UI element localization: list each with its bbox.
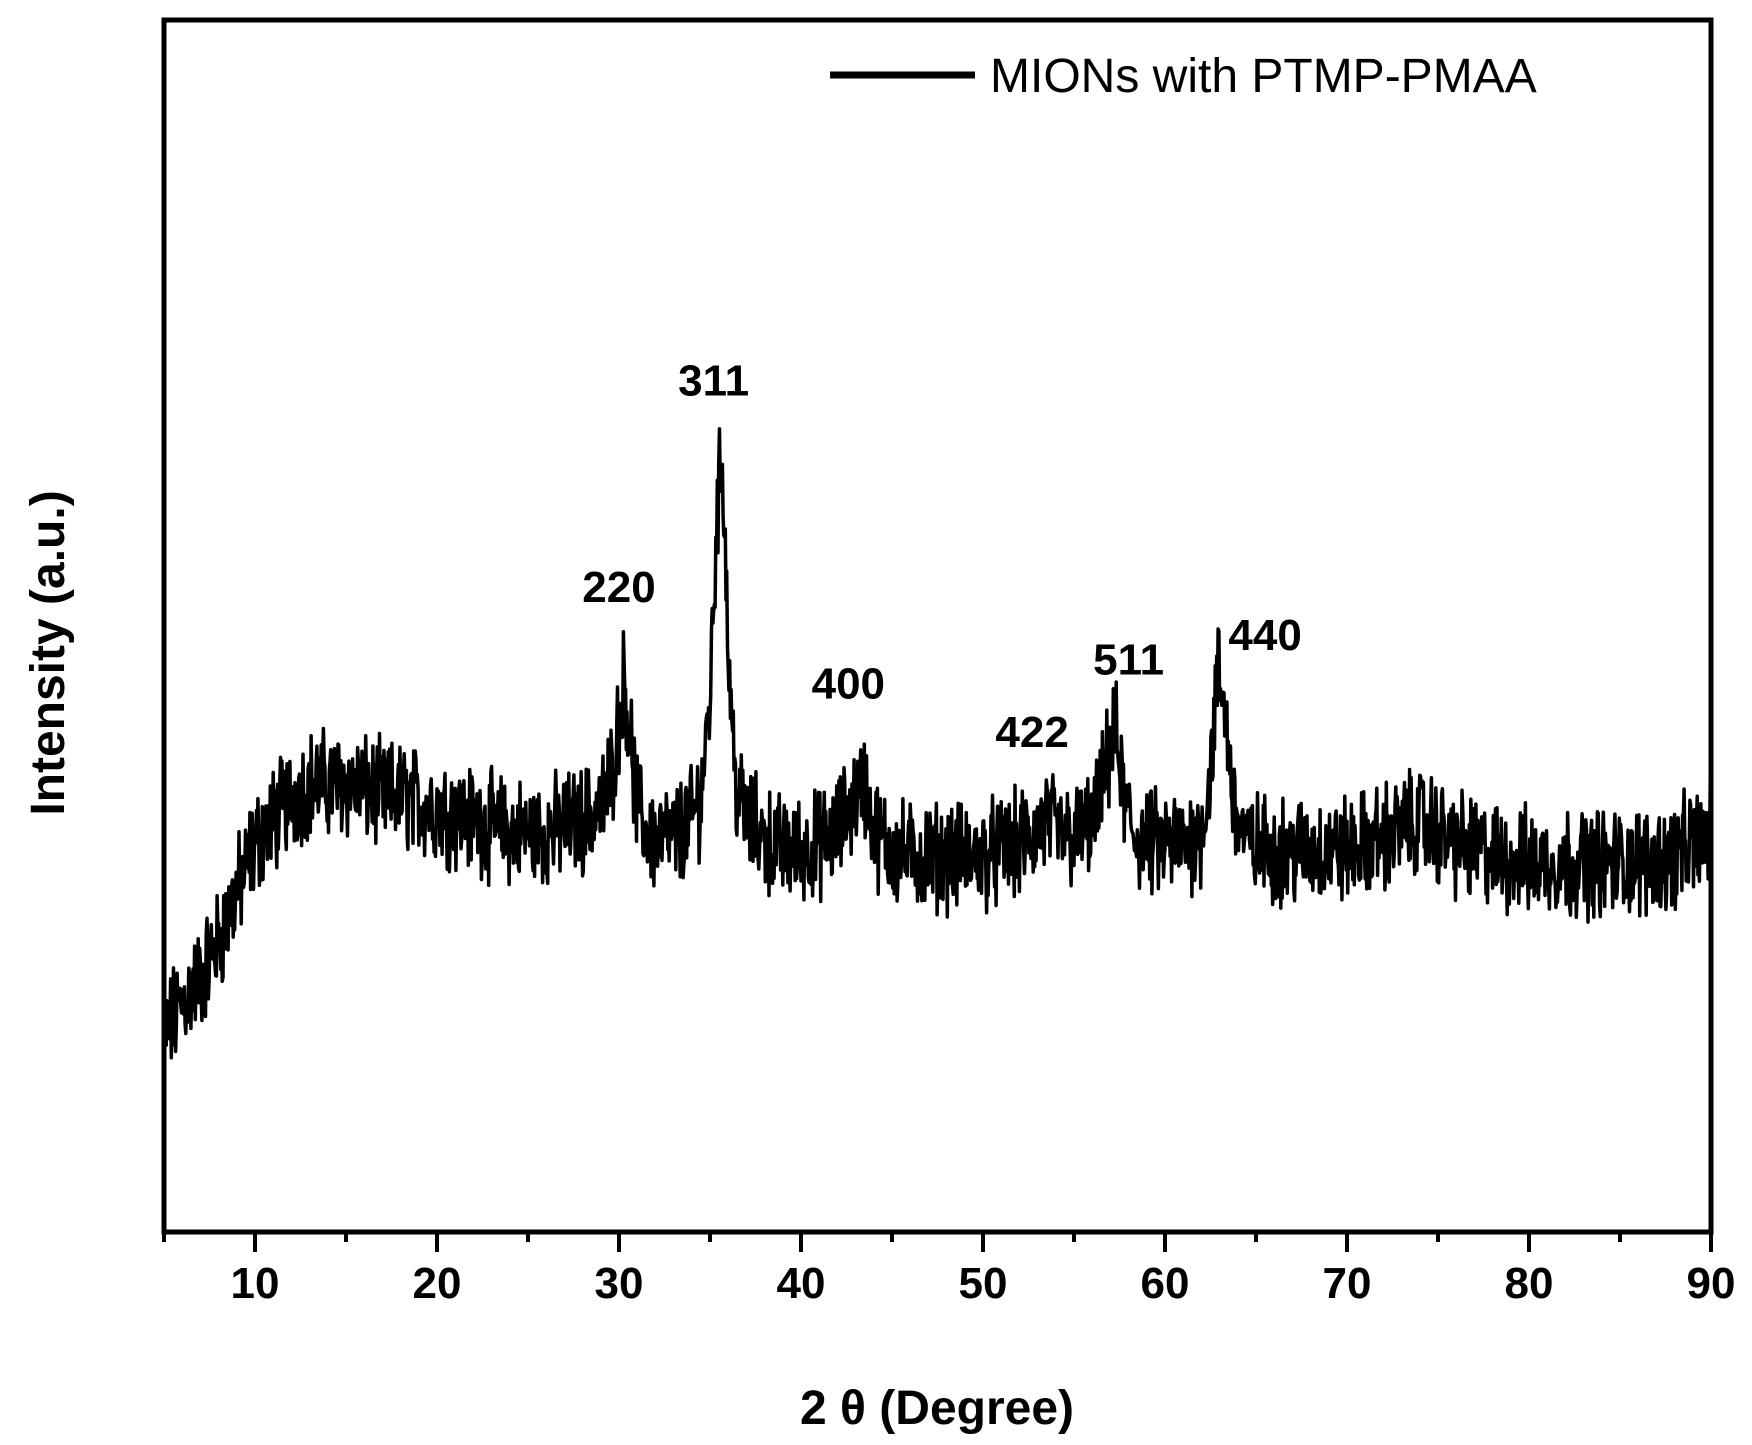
x-tick-label: 20 bbox=[413, 1259, 462, 1308]
x-tick-label: 50 bbox=[959, 1259, 1008, 1308]
x-tick-label: 10 bbox=[231, 1259, 280, 1308]
x-tick-label: 80 bbox=[1505, 1259, 1554, 1308]
series-line-0 bbox=[162, 427, 1713, 1060]
x-tick-label: 90 bbox=[1687, 1259, 1736, 1308]
plot-frame bbox=[161, 17, 1714, 1235]
peak-label-400: 400 bbox=[812, 660, 885, 709]
peak-label-440: 440 bbox=[1228, 611, 1301, 660]
peak-label-422: 422 bbox=[995, 708, 1068, 757]
peak-label-220: 220 bbox=[582, 563, 655, 612]
y-axis-title: Intensity (a.u.) bbox=[22, 490, 75, 815]
peak-label-311: 311 bbox=[678, 357, 749, 406]
legend-label: MIONs with PTMP-PMAA bbox=[990, 50, 1537, 103]
x-tick-label: 40 bbox=[777, 1259, 826, 1308]
peak-label-511: 511 bbox=[1093, 635, 1164, 684]
x-tick-label: 70 bbox=[1323, 1259, 1372, 1308]
x-tick-label: 60 bbox=[1141, 1259, 1190, 1308]
x-axis-title: 2 θ (Degree) bbox=[800, 1382, 1074, 1435]
x-tick-label: 30 bbox=[595, 1259, 644, 1308]
